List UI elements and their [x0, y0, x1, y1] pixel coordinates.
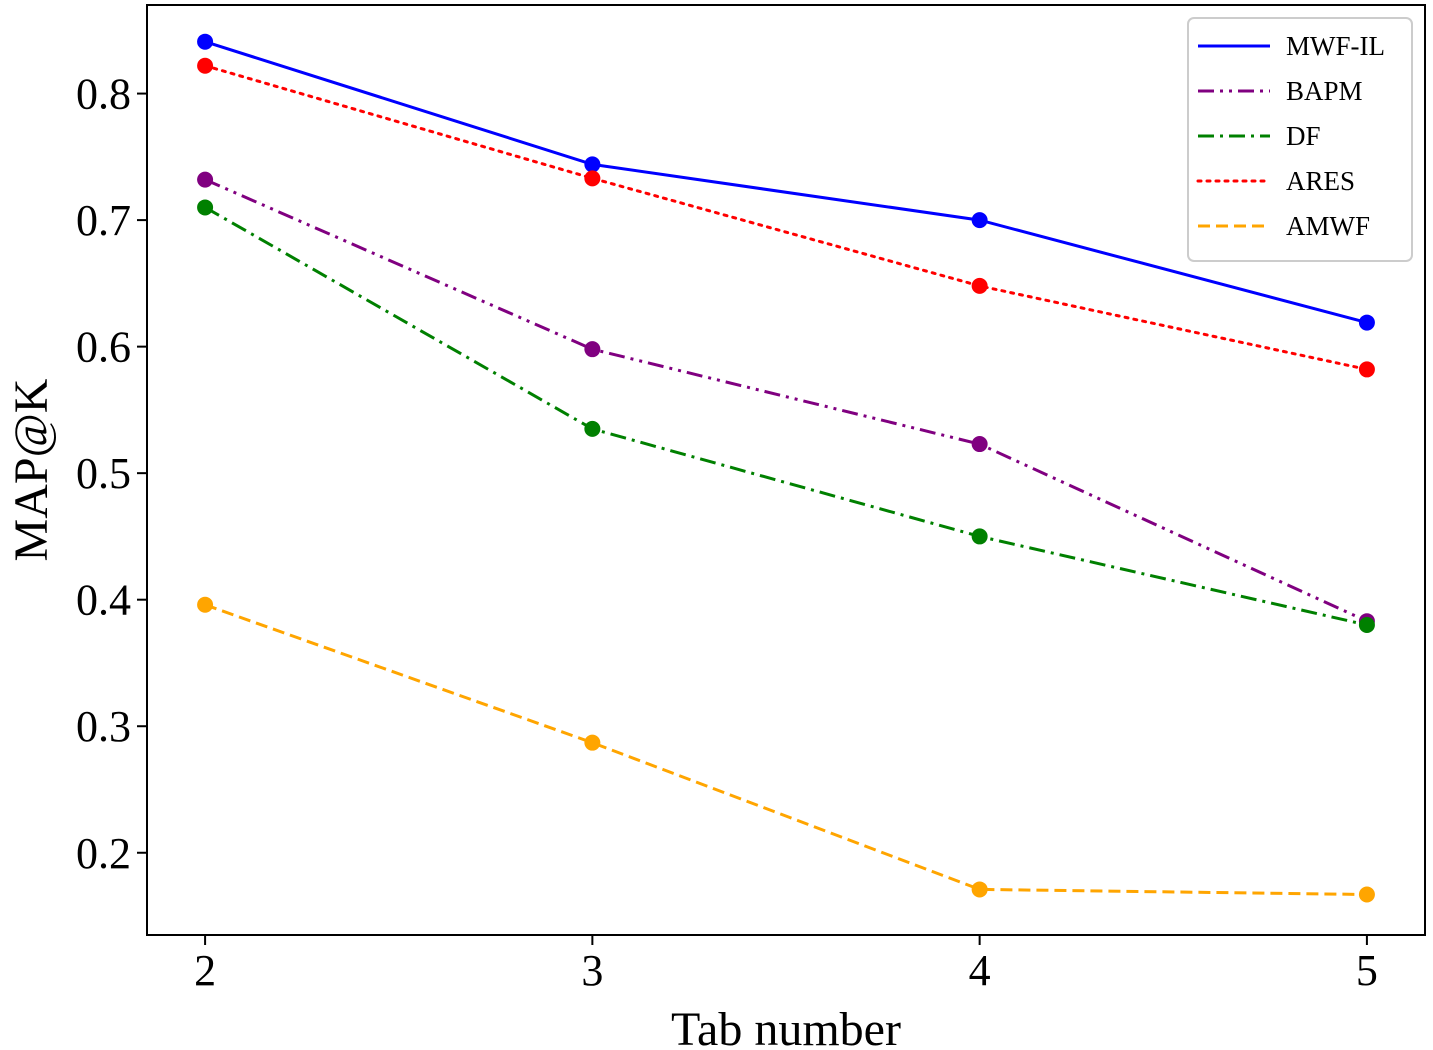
- plot-frame: [146, 4, 1426, 936]
- x-tick-label: 4: [969, 946, 991, 995]
- x-tick-label: 3: [581, 946, 603, 995]
- x-tick-label: 5: [1356, 946, 1378, 995]
- y-tick-label: 0.7: [76, 196, 131, 245]
- series-mwf-il: [197, 33, 1375, 331]
- y-tick-label: 0.5: [76, 449, 131, 498]
- data-point: [971, 436, 988, 453]
- data-point: [584, 420, 601, 437]
- data-point: [197, 199, 214, 216]
- y-axis-ticks: 0.2 0.3 0.4 0.5 0.6 0.7 0.8: [76, 70, 147, 878]
- legend-label: MWF-IL: [1286, 31, 1385, 61]
- data-point: [584, 341, 601, 358]
- data-point: [1358, 886, 1375, 903]
- series-ares: [197, 57, 1375, 378]
- y-tick-label: 0.3: [76, 702, 131, 751]
- data-point: [197, 33, 214, 50]
- legend-label: DF: [1286, 121, 1321, 151]
- series-line: [204, 40, 1368, 325]
- y-axis-label: MAP@K: [5, 378, 58, 561]
- legend-label: AMWF: [1286, 211, 1370, 241]
- data-point: [197, 171, 214, 188]
- series-amwf: [197, 596, 1375, 903]
- data-point: [197, 57, 214, 74]
- x-tick-label: 2: [194, 946, 216, 995]
- data-point: [197, 596, 214, 613]
- series-line: [203, 64, 1369, 371]
- y-tick-label: 0.8: [76, 70, 131, 119]
- data-point: [971, 277, 988, 294]
- legend-box: [1187, 17, 1413, 262]
- y-tick-label: 0.6: [76, 323, 131, 372]
- data-point: [1358, 361, 1375, 378]
- y-tick-label: 0.4: [76, 576, 131, 625]
- series-layer: [197, 33, 1375, 903]
- data-point: [584, 734, 601, 751]
- data-point: [971, 212, 988, 229]
- y-tick-label: 0.2: [76, 829, 131, 878]
- data-point: [1358, 617, 1375, 633]
- x-axis-ticks: 2 3 4 5: [194, 935, 1378, 995]
- data-point: [971, 881, 988, 898]
- series-line: [204, 603, 1367, 896]
- x-axis-label: Tab number: [671, 1003, 901, 1050]
- data-point: [584, 156, 601, 173]
- data-point: [971, 528, 988, 545]
- data-point: [1358, 314, 1375, 331]
- series-df: [197, 199, 1375, 633]
- legend-label: ARES: [1286, 166, 1355, 196]
- legend-label: BAPM: [1286, 76, 1363, 106]
- series-line: [204, 178, 1368, 623]
- legend: MWF-IL BAPM DF ARES AMWF: [1187, 17, 1413, 262]
- series-line: [204, 206, 1368, 627]
- data-point: [584, 170, 601, 187]
